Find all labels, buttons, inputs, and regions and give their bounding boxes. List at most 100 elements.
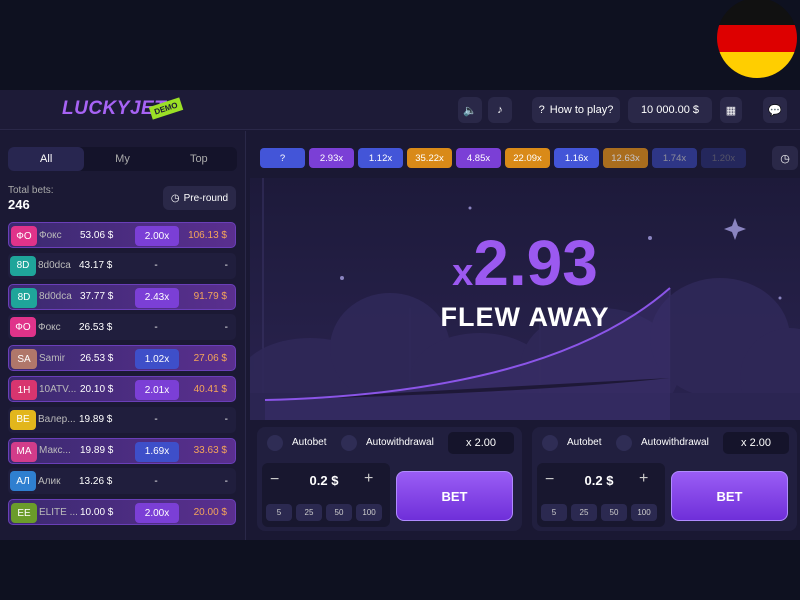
payout: - (224, 260, 228, 272)
balance-text: 10 000.00 $ (640, 104, 700, 116)
player-name: Samir (39, 352, 66, 364)
avatar: ФО (10, 317, 36, 338)
withdraw-multiplier[interactable]: x 2.00 (448, 432, 514, 454)
how-to-play-text: How to play? (549, 104, 614, 116)
music-button[interactable]: ♪ (488, 97, 512, 123)
cashout-multiplier: - (154, 475, 158, 487)
avatar: ФО (11, 226, 37, 246)
payout: 27.06 $ (193, 352, 227, 364)
plus-button[interactable]: + (364, 470, 374, 487)
cashout-multiplier: 1.69x (135, 441, 179, 462)
logo: LUCKYJET (62, 98, 167, 119)
payout: 33.63 $ (193, 445, 227, 457)
history-chip[interactable]: 1.16x (554, 148, 599, 168)
cashout-multiplier: 2.43x (135, 287, 179, 308)
multiplier-value: 2.93 (473, 227, 598, 299)
payout: 20.00 $ (193, 506, 227, 518)
minus-button[interactable]: − (270, 471, 280, 488)
bet-row: EE ELITE ... 10.00 $ 2.00x 20.00 $ (8, 499, 236, 526)
avatar: EE (11, 503, 37, 524)
avatar: 1H (11, 380, 37, 400)
cashout-multiplier: - (154, 260, 158, 272)
how-to-play-button[interactable]: ? How to play? (532, 97, 620, 123)
bet-amount: 43.17 $ (79, 260, 113, 272)
autowithdrawal-label: Autowithdrawal (366, 437, 434, 448)
quick-amount[interactable]: 100 (356, 504, 382, 521)
game-app: LUCKYJET DEMO 🔈 ♪ ? How to play? 10 000.0… (0, 90, 800, 540)
tabs: All My Top (8, 147, 237, 171)
flight-scene (250, 178, 800, 420)
cashout-multiplier: 2.01x (135, 380, 179, 400)
avatar: АЛ (10, 471, 36, 492)
bet-row: SA Samir 26.53 $ 1.02x 27.06 $ (8, 345, 236, 372)
avatar: 8D (11, 287, 37, 308)
plus-button[interactable]: + (639, 470, 649, 487)
chat-button[interactable]: 💬 (763, 97, 787, 123)
amount-box: − 0.2 $ +5 25 50 100 (537, 463, 665, 527)
quick-amount[interactable]: 25 (571, 504, 597, 521)
autobet-toggle[interactable] (267, 435, 283, 451)
avatar: 8D (10, 255, 36, 276)
payout: 40.41 $ (193, 383, 227, 395)
payout: - (224, 475, 228, 487)
bet-amount: 13.26 $ (79, 475, 113, 487)
game-canvas: x2.93 FLEW AWAY (250, 178, 800, 420)
sound-button[interactable]: 🔈 (458, 97, 482, 123)
minus-button[interactable]: − (545, 471, 555, 488)
history-chip[interactable]: 4.85x (456, 148, 501, 168)
bet-amount: 20.10 $ (80, 383, 114, 395)
history-chip[interactable]: 1.12x (358, 148, 403, 168)
history-chip[interactable]: 35.22x (407, 148, 452, 168)
bet-row: BE Валер... 19.89 $ - - (8, 406, 236, 433)
history-chip[interactable]: ? (260, 148, 305, 168)
quick-amount[interactable]: 50 (601, 504, 627, 521)
pre-round-button[interactable]: ◷ Pre-round (163, 186, 236, 210)
autowithdrawal-toggle[interactable] (616, 435, 632, 451)
autowithdrawal-toggle[interactable] (341, 435, 357, 451)
quick-amount[interactable]: 25 (296, 504, 322, 521)
bet-amount: 19.89 $ (79, 414, 113, 426)
tab[interactable]: Top (189, 153, 208, 165)
menu-button[interactable]: ▦ (720, 97, 742, 123)
cashout-multiplier: - (154, 414, 158, 426)
total-bets-label: Total bets: (8, 185, 54, 196)
bet-panel: Autobet Autowithdrawal x 2.00 − 0.2 $ +5 25 50 1… (257, 427, 522, 531)
bet-amount: 0.2 $ (584, 473, 614, 488)
bet-amount: 0.2 $ (309, 473, 339, 488)
autobet-label: Autobet (567, 437, 602, 448)
player-name: ELITE ... (39, 506, 78, 518)
history-chip[interactable]: 12.63x (603, 148, 648, 168)
quick-amount[interactable]: 50 (326, 504, 352, 521)
player-name: Макс... (39, 445, 71, 457)
bet-amount: 37.77 $ (80, 291, 114, 303)
bet-row: 1H 10ATV... 20.10 $ 2.01x 40.41 $ (8, 376, 236, 402)
history-chip[interactable]: 1.74x (652, 148, 697, 168)
cashout-multiplier: 1.02x (135, 349, 179, 370)
quick-amount[interactable]: 5 (266, 504, 292, 521)
history-chip[interactable]: 2.93x (309, 148, 354, 168)
player-name: 10ATV... (39, 383, 77, 395)
bet-amount: 19.89 $ (80, 445, 114, 457)
crash-multiplier: x2.93 (250, 226, 800, 300)
tab[interactable]: My (115, 153, 130, 165)
player-name: Фокс (39, 229, 62, 241)
quick-amount[interactable]: 100 (631, 504, 657, 521)
tab[interactable]: All (8, 147, 85, 171)
history-chip[interactable]: 22.09x (505, 148, 550, 168)
history-button[interactable]: ◷ (772, 146, 798, 170)
bet-button[interactable]: BET (396, 471, 513, 521)
bet-button[interactable]: BET (671, 471, 788, 521)
quick-amount[interactable]: 5 (541, 504, 567, 521)
autobet-toggle[interactable] (542, 435, 558, 451)
payout: - (224, 414, 228, 426)
bet-row: ФО Фокс 26.53 $ - - (8, 314, 236, 341)
withdraw-multiplier[interactable]: x 2.00 (723, 432, 789, 454)
player-name: 8d0dca (38, 260, 71, 272)
multiplier-prefix: x (452, 252, 474, 294)
autowithdrawal-label: Autowithdrawal (641, 437, 709, 448)
history-chip[interactable]: 1.20x (701, 148, 746, 168)
language-flag[interactable] (710, 0, 800, 80)
player-name: Фокс (38, 321, 61, 333)
bet-amount: 26.53 $ (80, 352, 114, 364)
